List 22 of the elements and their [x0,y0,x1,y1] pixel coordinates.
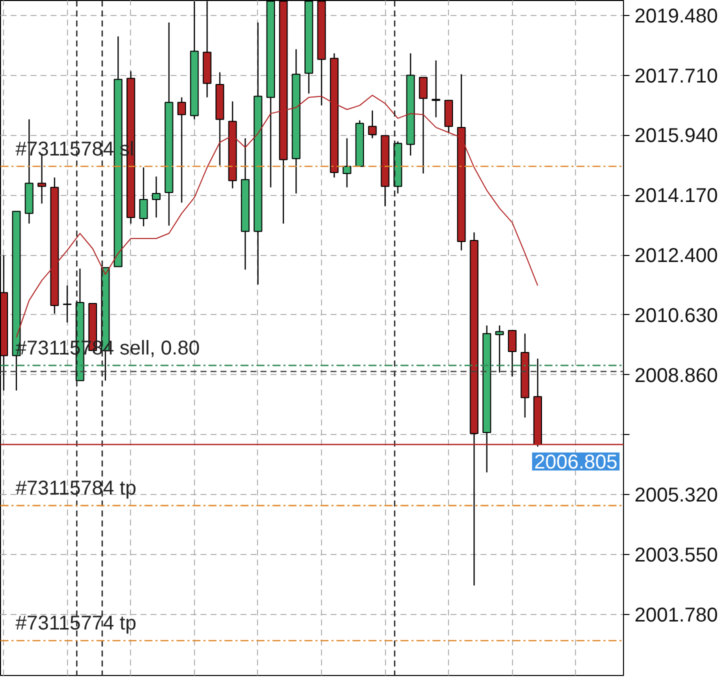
y-tick-label: 2003.550 [634,544,718,567]
y-tick-label: 2017.710 [634,65,718,88]
y-tick-label: 2014.170 [634,185,718,208]
y-tick-label: 2012.400 [634,245,718,268]
y-tick-label: 2010.630 [634,304,718,327]
candlestick [152,176,161,218]
candlestick [495,324,504,374]
annotation: 2006.805 [534,451,618,474]
candlestick [342,138,352,188]
y-tick-label: 2015.940 [634,125,718,148]
candlestick [139,166,148,227]
y-tick-label: 2001.780 [634,604,718,627]
y-tick-label: 2005.320 [634,484,718,507]
candlestick [62,284,72,324]
candlestick [432,60,440,118]
y-tick-label: 2019.480 [634,5,718,28]
candlestick [177,96,186,204]
ref-line-label: #73115774 tp [16,612,136,635]
y-tick-label: 2008.860 [634,364,718,387]
candlestick [368,110,377,139]
candlestick [508,330,517,378]
ref-line-label: #73115784 tp [16,478,136,500]
